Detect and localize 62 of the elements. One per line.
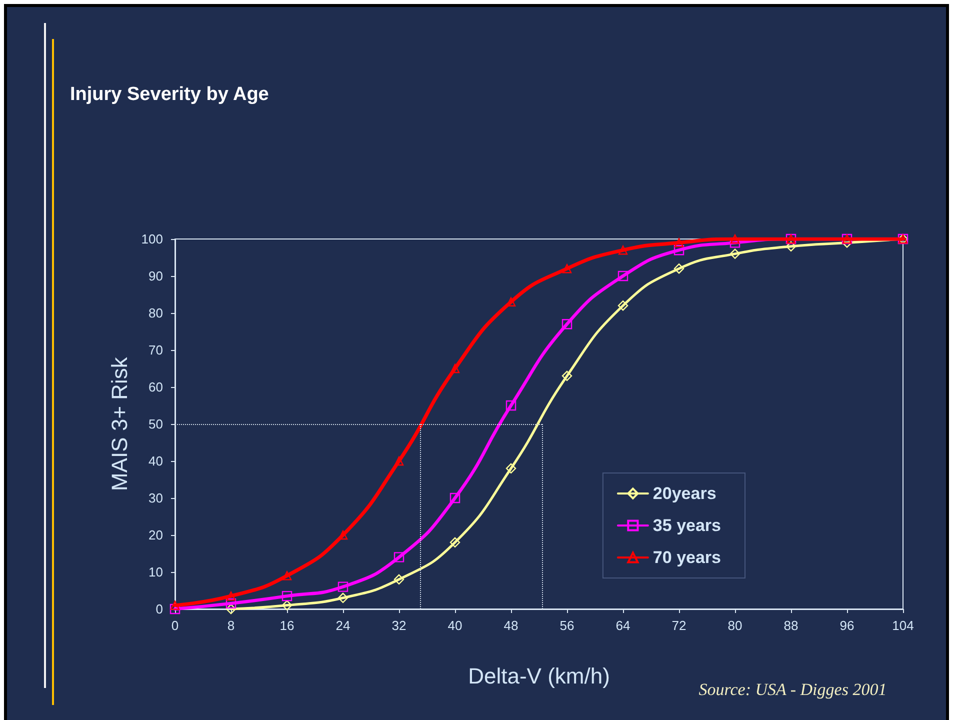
x-tick-label: 8 xyxy=(227,618,235,633)
point xyxy=(562,319,572,330)
x-tick-label: 96 xyxy=(840,618,854,633)
point xyxy=(618,270,628,282)
x-tick-label: 104 xyxy=(892,618,914,633)
y-tick-label: 0 xyxy=(156,602,163,616)
x-tick-label: 88 xyxy=(784,618,798,633)
y-tick-label: 20 xyxy=(148,528,163,542)
x-tick-label: 80 xyxy=(728,618,742,633)
y-tick-label: 40 xyxy=(148,454,163,468)
y-tick-label: 50 xyxy=(148,416,163,432)
x-tick-label: 40 xyxy=(448,618,462,633)
y-axis-title: MAIS 3+ Risk xyxy=(106,356,132,491)
point xyxy=(282,571,292,580)
point xyxy=(506,400,516,411)
x-tick-label: 0 xyxy=(171,618,179,633)
point xyxy=(674,238,684,248)
y-tick-label: 80 xyxy=(148,306,163,320)
point xyxy=(618,246,628,255)
legend-label: 20years xyxy=(652,484,716,503)
point xyxy=(450,537,460,548)
legend-label: 35 years xyxy=(652,516,722,535)
point xyxy=(226,591,236,601)
point xyxy=(674,264,684,274)
point xyxy=(282,600,292,610)
point xyxy=(394,456,404,466)
point xyxy=(394,552,404,562)
y-tick-label: 10 xyxy=(148,564,163,580)
point xyxy=(730,248,740,259)
point xyxy=(338,592,348,603)
point xyxy=(170,600,180,610)
point xyxy=(394,574,404,584)
y-tick-label: 70 xyxy=(148,342,163,358)
x-axis-title: Delta-V (km/h) xyxy=(468,664,610,688)
chart-title: Injury Severity by Age xyxy=(70,84,269,105)
point xyxy=(674,245,684,256)
x-tick-label: 72 xyxy=(672,618,686,633)
point xyxy=(562,370,572,381)
point xyxy=(226,604,236,614)
point xyxy=(450,492,460,504)
point xyxy=(226,598,236,609)
x-tick-label: 64 xyxy=(616,618,630,633)
x-tick-label: 32 xyxy=(392,618,406,633)
x-tick-label: 48 xyxy=(504,618,518,633)
point xyxy=(618,300,628,311)
point xyxy=(730,234,740,244)
y-tick-label: 90 xyxy=(148,268,163,284)
y-tick-label: 100 xyxy=(141,232,163,246)
x-tick-label: 16 xyxy=(280,618,294,633)
point xyxy=(338,582,348,592)
point xyxy=(562,264,572,274)
y-tick-label: 60 xyxy=(148,380,163,394)
x-tick-label: 56 xyxy=(560,618,574,633)
y-tick-label: 30 xyxy=(148,490,163,506)
point xyxy=(282,590,292,602)
point xyxy=(506,463,516,474)
point xyxy=(450,364,460,374)
x-tick-label: 24 xyxy=(336,618,350,633)
source-note: Source: USA - Digges 2001 xyxy=(698,680,887,699)
legend-label: 70 years xyxy=(652,548,722,567)
point xyxy=(338,530,348,540)
point xyxy=(786,241,796,252)
